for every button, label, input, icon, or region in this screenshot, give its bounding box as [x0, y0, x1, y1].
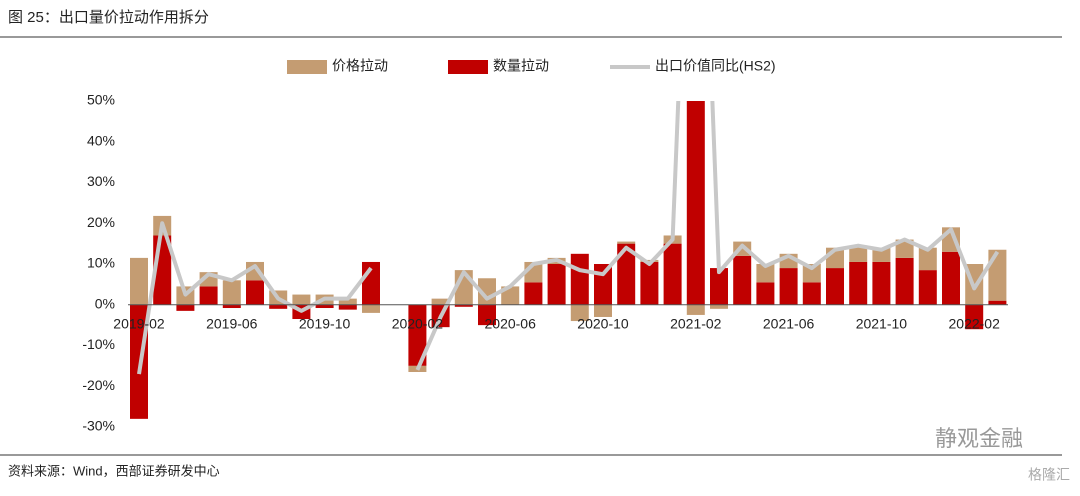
legend-label: 出口价值同比(HS2) [655, 58, 776, 74]
bar [663, 243, 682, 305]
bar [918, 247, 937, 271]
bar [594, 304, 612, 317]
x-tick-label: 2021-02 [670, 316, 722, 332]
bar [176, 304, 195, 311]
x-tick-label: 2020-10 [577, 316, 629, 332]
x-tick-label: 2021-10 [856, 316, 908, 332]
bar [431, 298, 450, 305]
bar [988, 300, 1007, 305]
bar [872, 261, 891, 305]
y-tick-label: -10% [82, 336, 115, 352]
legend-label: 数量拉动 [493, 58, 549, 74]
bar [594, 264, 612, 305]
bar [478, 304, 496, 326]
x-tick-label: 2022-02 [949, 316, 1001, 332]
line-series [137, 101, 1000, 375]
y-tick-label: 40% [87, 132, 115, 148]
bar [733, 255, 752, 305]
bar [988, 249, 1007, 301]
bar [130, 257, 148, 305]
plot-area [130, 101, 1007, 419]
bar [338, 298, 357, 305]
x-tick-label: 2021-06 [763, 316, 815, 332]
y-tick-label: 0% [95, 295, 115, 311]
bar [686, 304, 705, 315]
bar [222, 304, 241, 309]
y-tick-label: 20% [87, 214, 115, 230]
bar [802, 264, 821, 283]
bar [222, 280, 241, 305]
bar [895, 257, 914, 305]
bar [756, 264, 775, 283]
watermark: 静观金融 [935, 426, 1023, 451]
bar [826, 268, 844, 305]
bar [710, 268, 728, 305]
bar [570, 253, 589, 305]
bar [269, 304, 288, 309]
x-tick-label: 2019-10 [299, 316, 351, 332]
source: 资料来源：Wind，西部证券研发中心 [8, 463, 220, 478]
bar [802, 282, 821, 305]
bar [686, 101, 705, 305]
y-tick-label: -20% [82, 377, 115, 393]
bar [779, 268, 798, 305]
bar [408, 304, 427, 366]
legend-swatch [448, 60, 488, 74]
bar [524, 282, 543, 305]
x-tick-label: 2019-06 [206, 316, 258, 332]
bar [918, 270, 937, 305]
bar [454, 304, 473, 307]
y-tick-label: 10% [87, 255, 115, 271]
bar [246, 280, 264, 305]
bar [292, 294, 311, 305]
bar [965, 304, 984, 330]
bar [872, 247, 891, 262]
bar [710, 304, 728, 309]
bar [895, 239, 914, 258]
bar [640, 259, 659, 262]
x-tick-label: 2020-02 [392, 316, 444, 332]
chart-title: 图 25：出口量价拉动作用拆分 [8, 9, 209, 26]
bar [942, 251, 960, 305]
bar [338, 304, 357, 310]
y-tick-label: -30% [82, 418, 115, 434]
logo: 格隆汇 [1028, 467, 1070, 483]
legend-swatch [287, 60, 327, 74]
bar [570, 304, 589, 322]
bar [547, 264, 566, 305]
y-tick-label: 50% [87, 92, 115, 108]
x-tick-label: 2020-06 [485, 316, 537, 332]
bar [617, 241, 636, 244]
bar [617, 243, 636, 305]
bar [849, 261, 868, 305]
bar [199, 286, 218, 305]
bar [756, 282, 775, 305]
bar [315, 304, 334, 309]
y-tick-label: 30% [87, 173, 115, 189]
x-tick-label: 2019-02 [113, 316, 165, 332]
bar [640, 261, 659, 305]
legend-label: 价格拉动 [332, 58, 388, 74]
bar [849, 245, 868, 262]
bar [362, 304, 380, 313]
